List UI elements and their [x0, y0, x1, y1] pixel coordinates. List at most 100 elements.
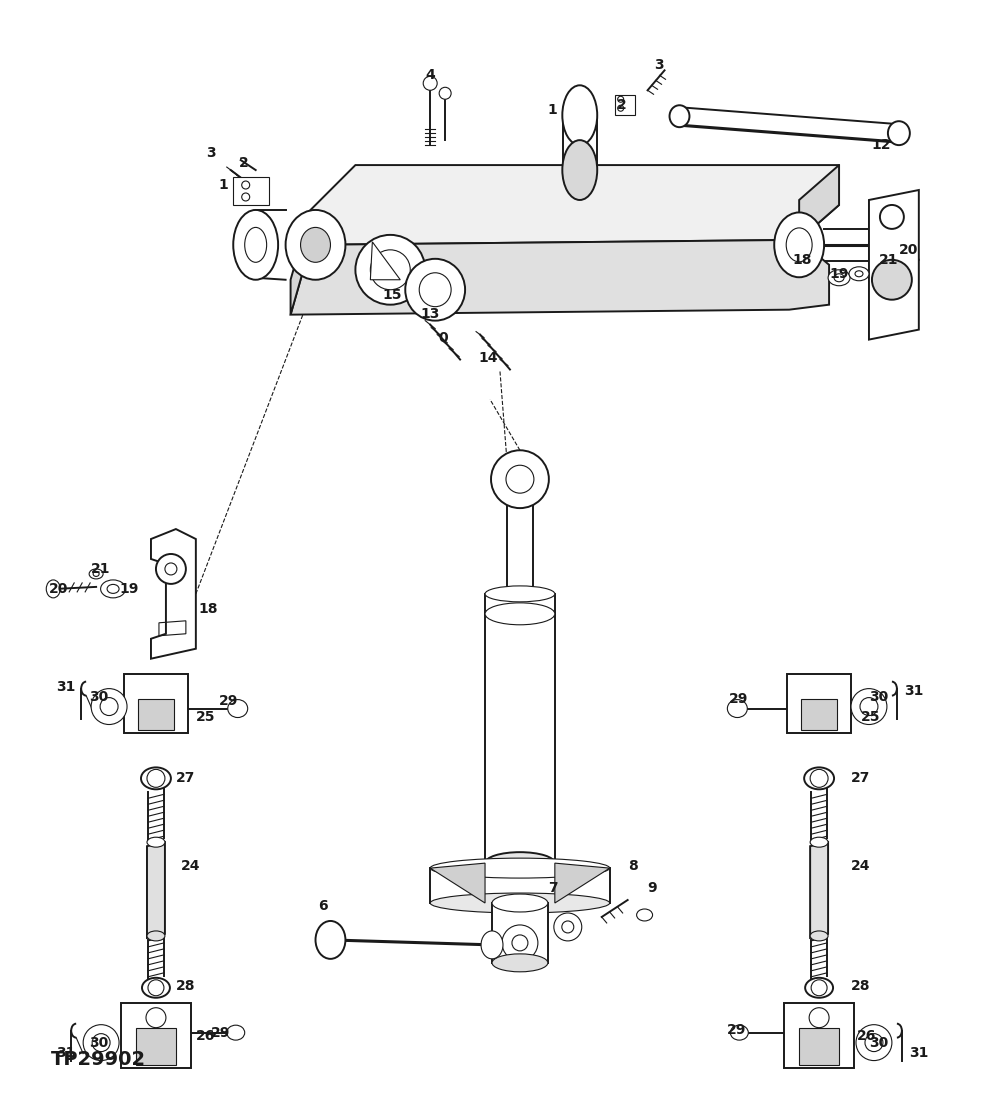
Ellipse shape	[670, 106, 690, 127]
Polygon shape	[615, 96, 635, 115]
Ellipse shape	[637, 909, 653, 921]
Text: 27: 27	[851, 771, 870, 786]
Text: 25: 25	[195, 710, 215, 723]
Text: 21: 21	[879, 253, 898, 267]
Polygon shape	[138, 699, 173, 731]
Text: 21: 21	[91, 562, 111, 576]
Text: 24: 24	[180, 859, 200, 873]
Ellipse shape	[731, 1025, 749, 1040]
Polygon shape	[800, 1028, 839, 1065]
Text: 31: 31	[56, 1045, 76, 1059]
Text: 4: 4	[425, 68, 435, 82]
Ellipse shape	[775, 212, 825, 277]
Text: 19: 19	[119, 581, 139, 596]
Text: 30: 30	[89, 1035, 109, 1050]
Text: 7: 7	[548, 881, 557, 895]
Polygon shape	[811, 842, 829, 937]
Ellipse shape	[101, 580, 126, 598]
Text: 1: 1	[548, 103, 557, 118]
Polygon shape	[430, 863, 485, 903]
Ellipse shape	[233, 210, 278, 280]
Text: 29: 29	[210, 1025, 230, 1040]
Text: 25: 25	[861, 710, 880, 723]
Text: 26: 26	[857, 1029, 876, 1043]
Circle shape	[439, 87, 451, 99]
Text: 30: 30	[89, 689, 109, 703]
Ellipse shape	[728, 700, 748, 718]
Ellipse shape	[485, 852, 555, 874]
Polygon shape	[788, 674, 851, 733]
Text: 29: 29	[728, 1023, 747, 1036]
Ellipse shape	[226, 1025, 244, 1040]
Ellipse shape	[805, 767, 834, 789]
Polygon shape	[290, 210, 310, 314]
Polygon shape	[492, 903, 548, 963]
Text: 15: 15	[382, 288, 402, 302]
Polygon shape	[124, 674, 187, 733]
Ellipse shape	[492, 954, 548, 972]
Text: 26: 26	[195, 1029, 215, 1043]
Ellipse shape	[562, 86, 597, 145]
Circle shape	[872, 259, 912, 300]
Text: TP29902: TP29902	[51, 1050, 147, 1069]
Text: 2: 2	[238, 156, 248, 170]
Ellipse shape	[315, 921, 345, 958]
Ellipse shape	[481, 931, 503, 958]
Ellipse shape	[285, 210, 345, 280]
Ellipse shape	[89, 569, 103, 579]
Text: 3: 3	[655, 58, 664, 73]
Polygon shape	[430, 868, 610, 903]
Ellipse shape	[869, 227, 889, 262]
Ellipse shape	[355, 235, 425, 304]
Ellipse shape	[811, 931, 829, 941]
Text: 30: 30	[869, 689, 888, 703]
Text: 9: 9	[648, 881, 657, 895]
Polygon shape	[785, 1002, 854, 1067]
Text: 29: 29	[730, 691, 749, 706]
Circle shape	[554, 913, 582, 941]
Circle shape	[83, 1024, 119, 1061]
Ellipse shape	[430, 893, 610, 913]
Polygon shape	[370, 242, 400, 280]
Ellipse shape	[888, 121, 910, 145]
Text: 20: 20	[899, 243, 918, 257]
Polygon shape	[136, 1028, 175, 1065]
Ellipse shape	[227, 700, 247, 718]
Text: 20: 20	[49, 581, 69, 596]
Text: 31: 31	[909, 1045, 928, 1059]
Circle shape	[423, 76, 437, 90]
Ellipse shape	[485, 606, 555, 622]
Text: 13: 13	[420, 307, 440, 321]
Circle shape	[156, 554, 185, 584]
Ellipse shape	[300, 227, 330, 263]
Text: 18: 18	[198, 602, 218, 615]
Polygon shape	[800, 165, 839, 240]
Circle shape	[851, 689, 887, 724]
Text: 8: 8	[628, 859, 637, 873]
Circle shape	[880, 204, 904, 229]
Text: 0: 0	[438, 331, 448, 345]
Polygon shape	[121, 1002, 190, 1067]
Ellipse shape	[485, 586, 555, 602]
Circle shape	[856, 1024, 892, 1061]
Polygon shape	[802, 699, 837, 731]
Text: 29: 29	[218, 693, 238, 708]
Polygon shape	[232, 177, 268, 204]
Text: 12: 12	[871, 138, 890, 152]
Ellipse shape	[485, 603, 555, 625]
Circle shape	[502, 925, 538, 961]
Ellipse shape	[142, 978, 169, 998]
Polygon shape	[485, 593, 555, 614]
Text: 30: 30	[869, 1035, 888, 1050]
Ellipse shape	[806, 978, 833, 998]
Text: 1: 1	[218, 178, 228, 192]
Ellipse shape	[46, 580, 60, 598]
Ellipse shape	[141, 767, 170, 789]
Text: 2: 2	[617, 98, 626, 112]
Ellipse shape	[147, 931, 165, 941]
Text: 31: 31	[904, 684, 923, 698]
Text: 19: 19	[830, 267, 848, 280]
Ellipse shape	[430, 858, 610, 878]
Ellipse shape	[147, 837, 165, 847]
Text: 24: 24	[851, 859, 870, 873]
